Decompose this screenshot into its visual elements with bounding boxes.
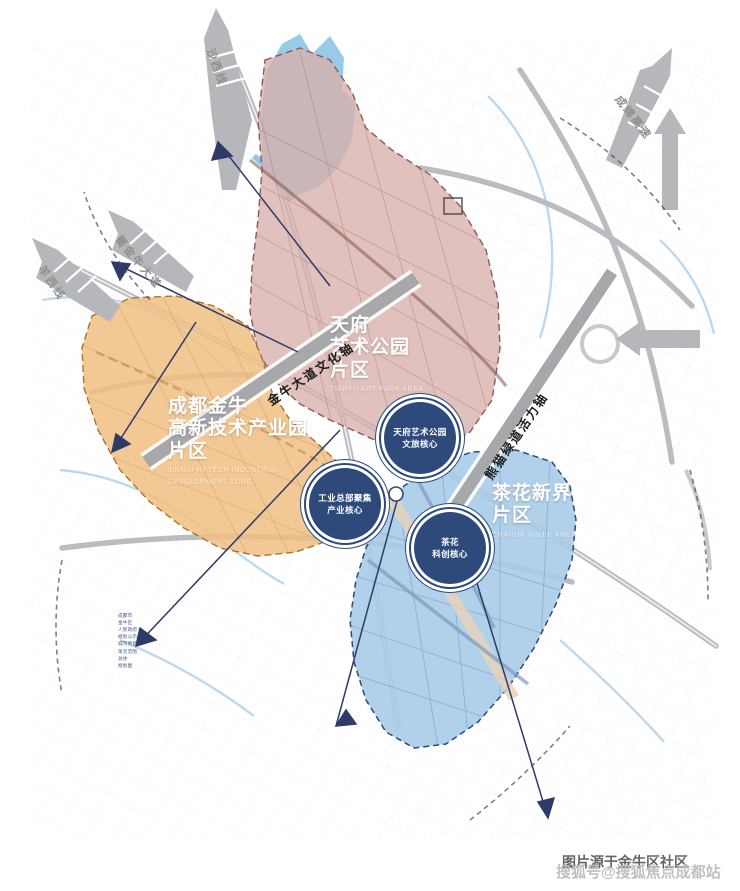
zone-label-jinniu-line2: 高新技术产业园	[168, 418, 309, 440]
zone-label-tianfu-line3: 片区	[330, 359, 371, 381]
zone-label-jinniu-en1: JINNIU HI-TECH INDUSTRIAL	[168, 467, 280, 475]
core-node-tianfu-label: 天府艺术公园 文旅核心	[393, 426, 447, 449]
core-node-chahua-tech[interactable]: 茶花 科创核心	[414, 512, 486, 584]
jinniu-culture-axis-ribbon	[140, 269, 422, 471]
zone-label-tianfu-en: TIANFU ART PARK AREA	[330, 386, 424, 394]
road-arrow-chenglong	[606, 48, 672, 168]
legend-box-marker	[443, 197, 463, 215]
zone-label-jinniu: 成都金牛 高新技术产业园 片区 JINNIU HI-TECH INDUSTRIA…	[168, 396, 308, 488]
core-node-industry-label: 工业总部聚集 产业核心	[318, 492, 372, 515]
zone-label-jinniu-line1: 成都金牛	[168, 396, 249, 417]
zone-label-tianfu: 天府 艺术公园 片区 TIANFU ART PARK AREA	[330, 315, 424, 394]
road-arrow-north-up	[654, 108, 686, 210]
road-arrow-shaxi	[204, 8, 252, 190]
zone-label-tianfu-line2: 艺术公园	[330, 337, 411, 359]
annotation-bottom-left: 成都市 金牛区 人民政府 规划公示 城市更新 单元范围 总体 规划图	[118, 613, 138, 668]
zone-label-chahua-line1: 茶花新界	[492, 483, 573, 504]
watermark-publisher: 搜狐号@搜狐焦点成都站	[556, 864, 721, 881]
road-arrow-east-inbound	[616, 322, 700, 356]
ring-road	[580, 324, 712, 571]
panda-greenway-axis-ribbon	[444, 266, 620, 518]
zone-label-chahua-en: CHAHUA XINJIE AREA	[492, 531, 577, 539]
zone-label-jinniu-en2: DEVELOPMENT ZONE	[168, 479, 252, 487]
zone-label-chahua-line2: 片区	[492, 505, 533, 527]
road-arrow-west-ring	[32, 238, 120, 322]
zone-label-tianfu-line1: 天府	[330, 315, 371, 336]
core-node-industry-hq[interactable]: 工业总部聚集 产业核心	[309, 468, 381, 540]
zone-label-jinniu-line3: 片区	[168, 440, 209, 462]
watermark-source: 图片源于金牛区社区	[562, 854, 688, 870]
road-arrow-jinniu-avenue	[108, 210, 194, 292]
zone-label-chahua: 茶花新界 片区 CHAHUA XINJIE AREA	[492, 483, 576, 540]
core-node-tianfu-art-park[interactable]: 天府艺术公园 文旅核心	[384, 402, 456, 474]
core-node-chahua-label: 茶花 科创核心	[432, 536, 468, 559]
junction-dot	[388, 486, 404, 502]
